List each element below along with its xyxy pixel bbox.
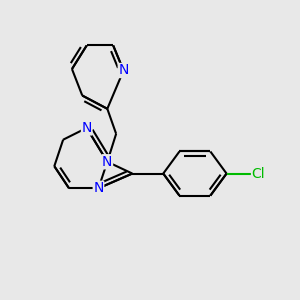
Text: N: N xyxy=(102,155,112,169)
Text: N: N xyxy=(93,181,104,195)
Text: N: N xyxy=(82,121,92,135)
Text: N: N xyxy=(118,64,129,77)
Text: Cl: Cl xyxy=(252,167,265,181)
